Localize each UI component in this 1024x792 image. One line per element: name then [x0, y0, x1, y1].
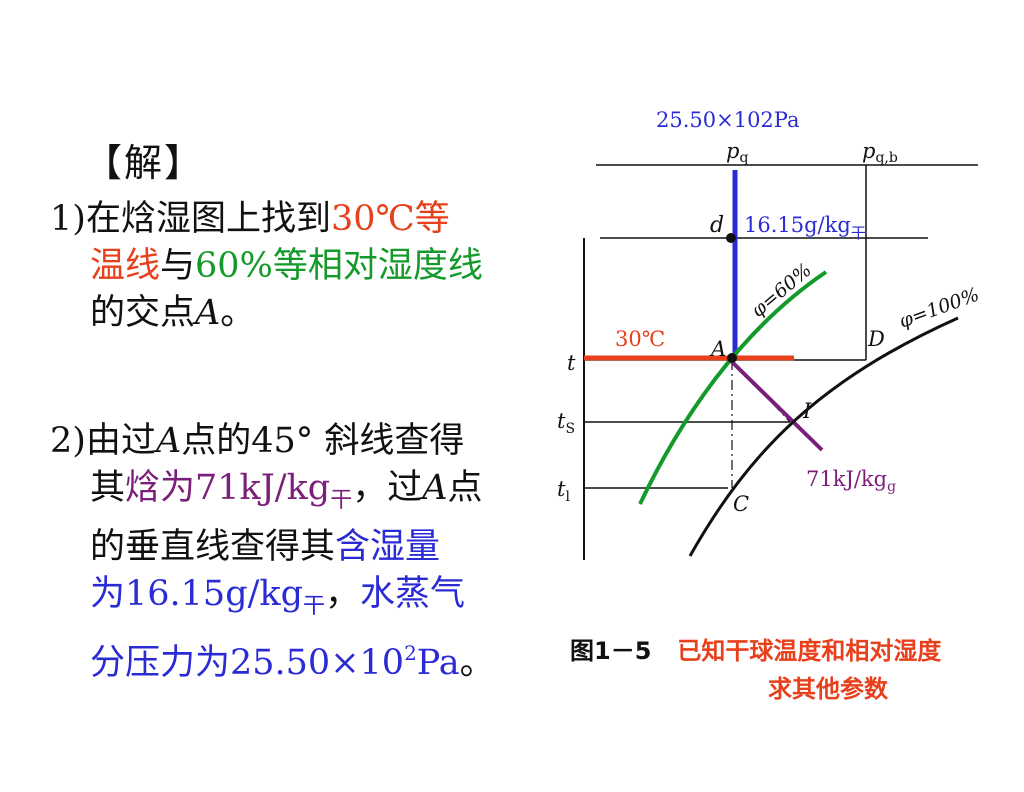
step-2-vapor-exponent: 2	[404, 641, 417, 665]
point-d-upper-label: D	[867, 327, 885, 351]
step-2-enthalpy-subscript: 干	[330, 488, 353, 513]
step-2-end: 。	[459, 643, 495, 683]
step-2-text-c: 其	[90, 468, 126, 508]
step-2: 2)由过A点的45° 斜线查得 其焓为71kJ/kg干，过A点 的垂直线查得其含…	[50, 418, 495, 687]
step-2-line-4: 为16.15g/kg干，水蒸气	[50, 571, 495, 630]
step-2-vapor-label: 水蒸气	[360, 574, 466, 614]
step-1-temperature: 30℃等	[330, 199, 450, 239]
pqb-label: pq,b	[862, 139, 898, 166]
step-2-line-5: 分压力为25.50×102Pa。	[50, 630, 495, 687]
step-2-vapor-unit: Pa	[416, 643, 460, 683]
point-a-label: A	[709, 337, 726, 361]
point-d-dot	[726, 233, 736, 243]
step-2-point-a: A	[155, 421, 182, 461]
step-1-point-a: A	[195, 293, 221, 333]
step-2-line-1: 2)由过A点的45° 斜线查得	[50, 418, 495, 465]
rh-60-curve	[638, 270, 828, 505]
enthalpy-value-label: 71kJ/kgg	[806, 467, 896, 495]
step-2-enthalpy: 焓为71kJ/kg	[125, 468, 331, 508]
step-1-text-b: 与	[160, 246, 196, 286]
moisture-value-label: 16.15g/kg干	[744, 213, 866, 242]
pq-label: pq	[726, 139, 748, 166]
enthalpy-line	[728, 358, 824, 452]
figure-title-line-1: 已知干球温度和相对湿度	[677, 637, 942, 665]
step-1-line-3: 的交点A。	[50, 290, 483, 337]
step-2-text-d: ，过	[352, 468, 423, 508]
rh-60-label: φ=60%	[747, 259, 816, 322]
step-2-point-a-2: A	[422, 468, 448, 508]
tl-label: tl	[557, 477, 570, 505]
t-label: t	[567, 351, 576, 375]
temp-30c-label: 30℃	[615, 327, 665, 351]
pressure-value-label: 25.50×102Pa	[656, 108, 800, 132]
figure-number: 图1－5	[570, 637, 652, 665]
step-2-text-f: 的垂直线查得其	[90, 527, 336, 567]
step-1-line-1: 1)在焓湿图上找到30℃等	[50, 196, 483, 243]
step-1-text-c: 的交点	[90, 293, 196, 333]
solution-title: 【解】	[84, 141, 205, 185]
step-2-text-b: 点的45° 斜线查得	[181, 421, 465, 461]
step-1-text-a: 在焓湿图上找到	[85, 199, 331, 239]
figure-caption: 图1－5 已知干球温度和相对湿度 求其他参数	[570, 632, 941, 708]
step-1: 1)在焓湿图上找到30℃等 温线与60%等相对湿度线 的交点A。	[50, 196, 483, 337]
step-1-line-2: 温线与60%等相对湿度线	[50, 243, 483, 290]
ts-label: tS	[557, 409, 575, 437]
saturation-curve	[688, 316, 959, 557]
step-2-line-3: 的垂直线查得其含湿量	[50, 524, 495, 571]
step-2-text-e: 点	[447, 468, 483, 508]
step-2-text-a: 由过	[85, 421, 156, 461]
step-2-moisture-subscript: 干	[303, 594, 326, 619]
step-1-number: 1)	[50, 199, 86, 239]
point-c-label: C	[733, 492, 749, 516]
step-2-text-g: ，	[325, 574, 361, 614]
step-2-vapor-value: 分压力为25.50×10	[90, 643, 405, 683]
step-1-isotherm: 温线	[90, 246, 161, 286]
step-1-end: 。	[220, 293, 256, 333]
figure-title-line-2: 求其他参数	[768, 675, 888, 703]
step-2-number: 2)	[50, 421, 86, 461]
step-2-moisture-label: 含湿量	[335, 527, 441, 567]
point-i-label: I	[802, 399, 812, 423]
point-d-label: d	[710, 213, 724, 238]
step-2-moisture-value: 为16.15g/kg	[90, 574, 304, 614]
step-2-line-2: 其焓为71kJ/kg干，过A点	[50, 465, 495, 524]
point-a-dot	[727, 353, 737, 363]
step-1-relative-humidity: 60%等相对湿度线	[195, 246, 483, 286]
